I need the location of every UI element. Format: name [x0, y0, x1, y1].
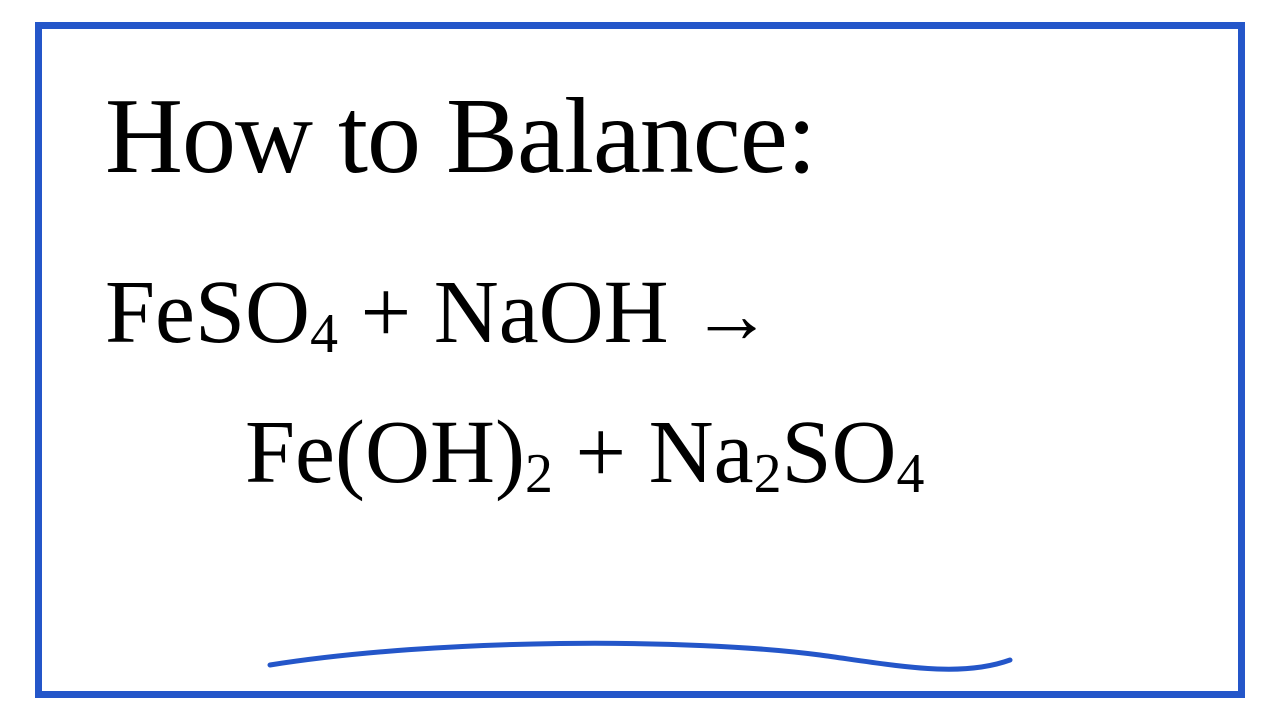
- reactant-1: FeSO: [105, 263, 310, 362]
- product-2a-sub: 2: [754, 443, 782, 505]
- plus-2: +: [553, 403, 649, 502]
- reactant-2: NaOH: [434, 263, 669, 362]
- product-1-sub: 2: [525, 443, 553, 505]
- product-2a: Na: [649, 403, 754, 502]
- equation-products-line: Fe(OH)2 + Na2SO4: [105, 383, 1185, 523]
- hand-underline-icon: [260, 630, 1020, 690]
- equation-reactants-line: FeSO4 + NaOH →: [105, 243, 1185, 383]
- slide-title: How to Balance:: [105, 80, 1185, 193]
- product-2b: SO: [781, 403, 896, 502]
- plus-1: +: [338, 263, 434, 362]
- product-1: Fe(OH): [245, 403, 525, 502]
- product-2b-sub: 4: [897, 443, 925, 505]
- reactant-1-sub: 4: [310, 303, 338, 365]
- reaction-arrow: →: [691, 253, 772, 379]
- slide-content: How to Balance: FeSO4 + NaOH → Fe(OH)2 +…: [105, 80, 1185, 522]
